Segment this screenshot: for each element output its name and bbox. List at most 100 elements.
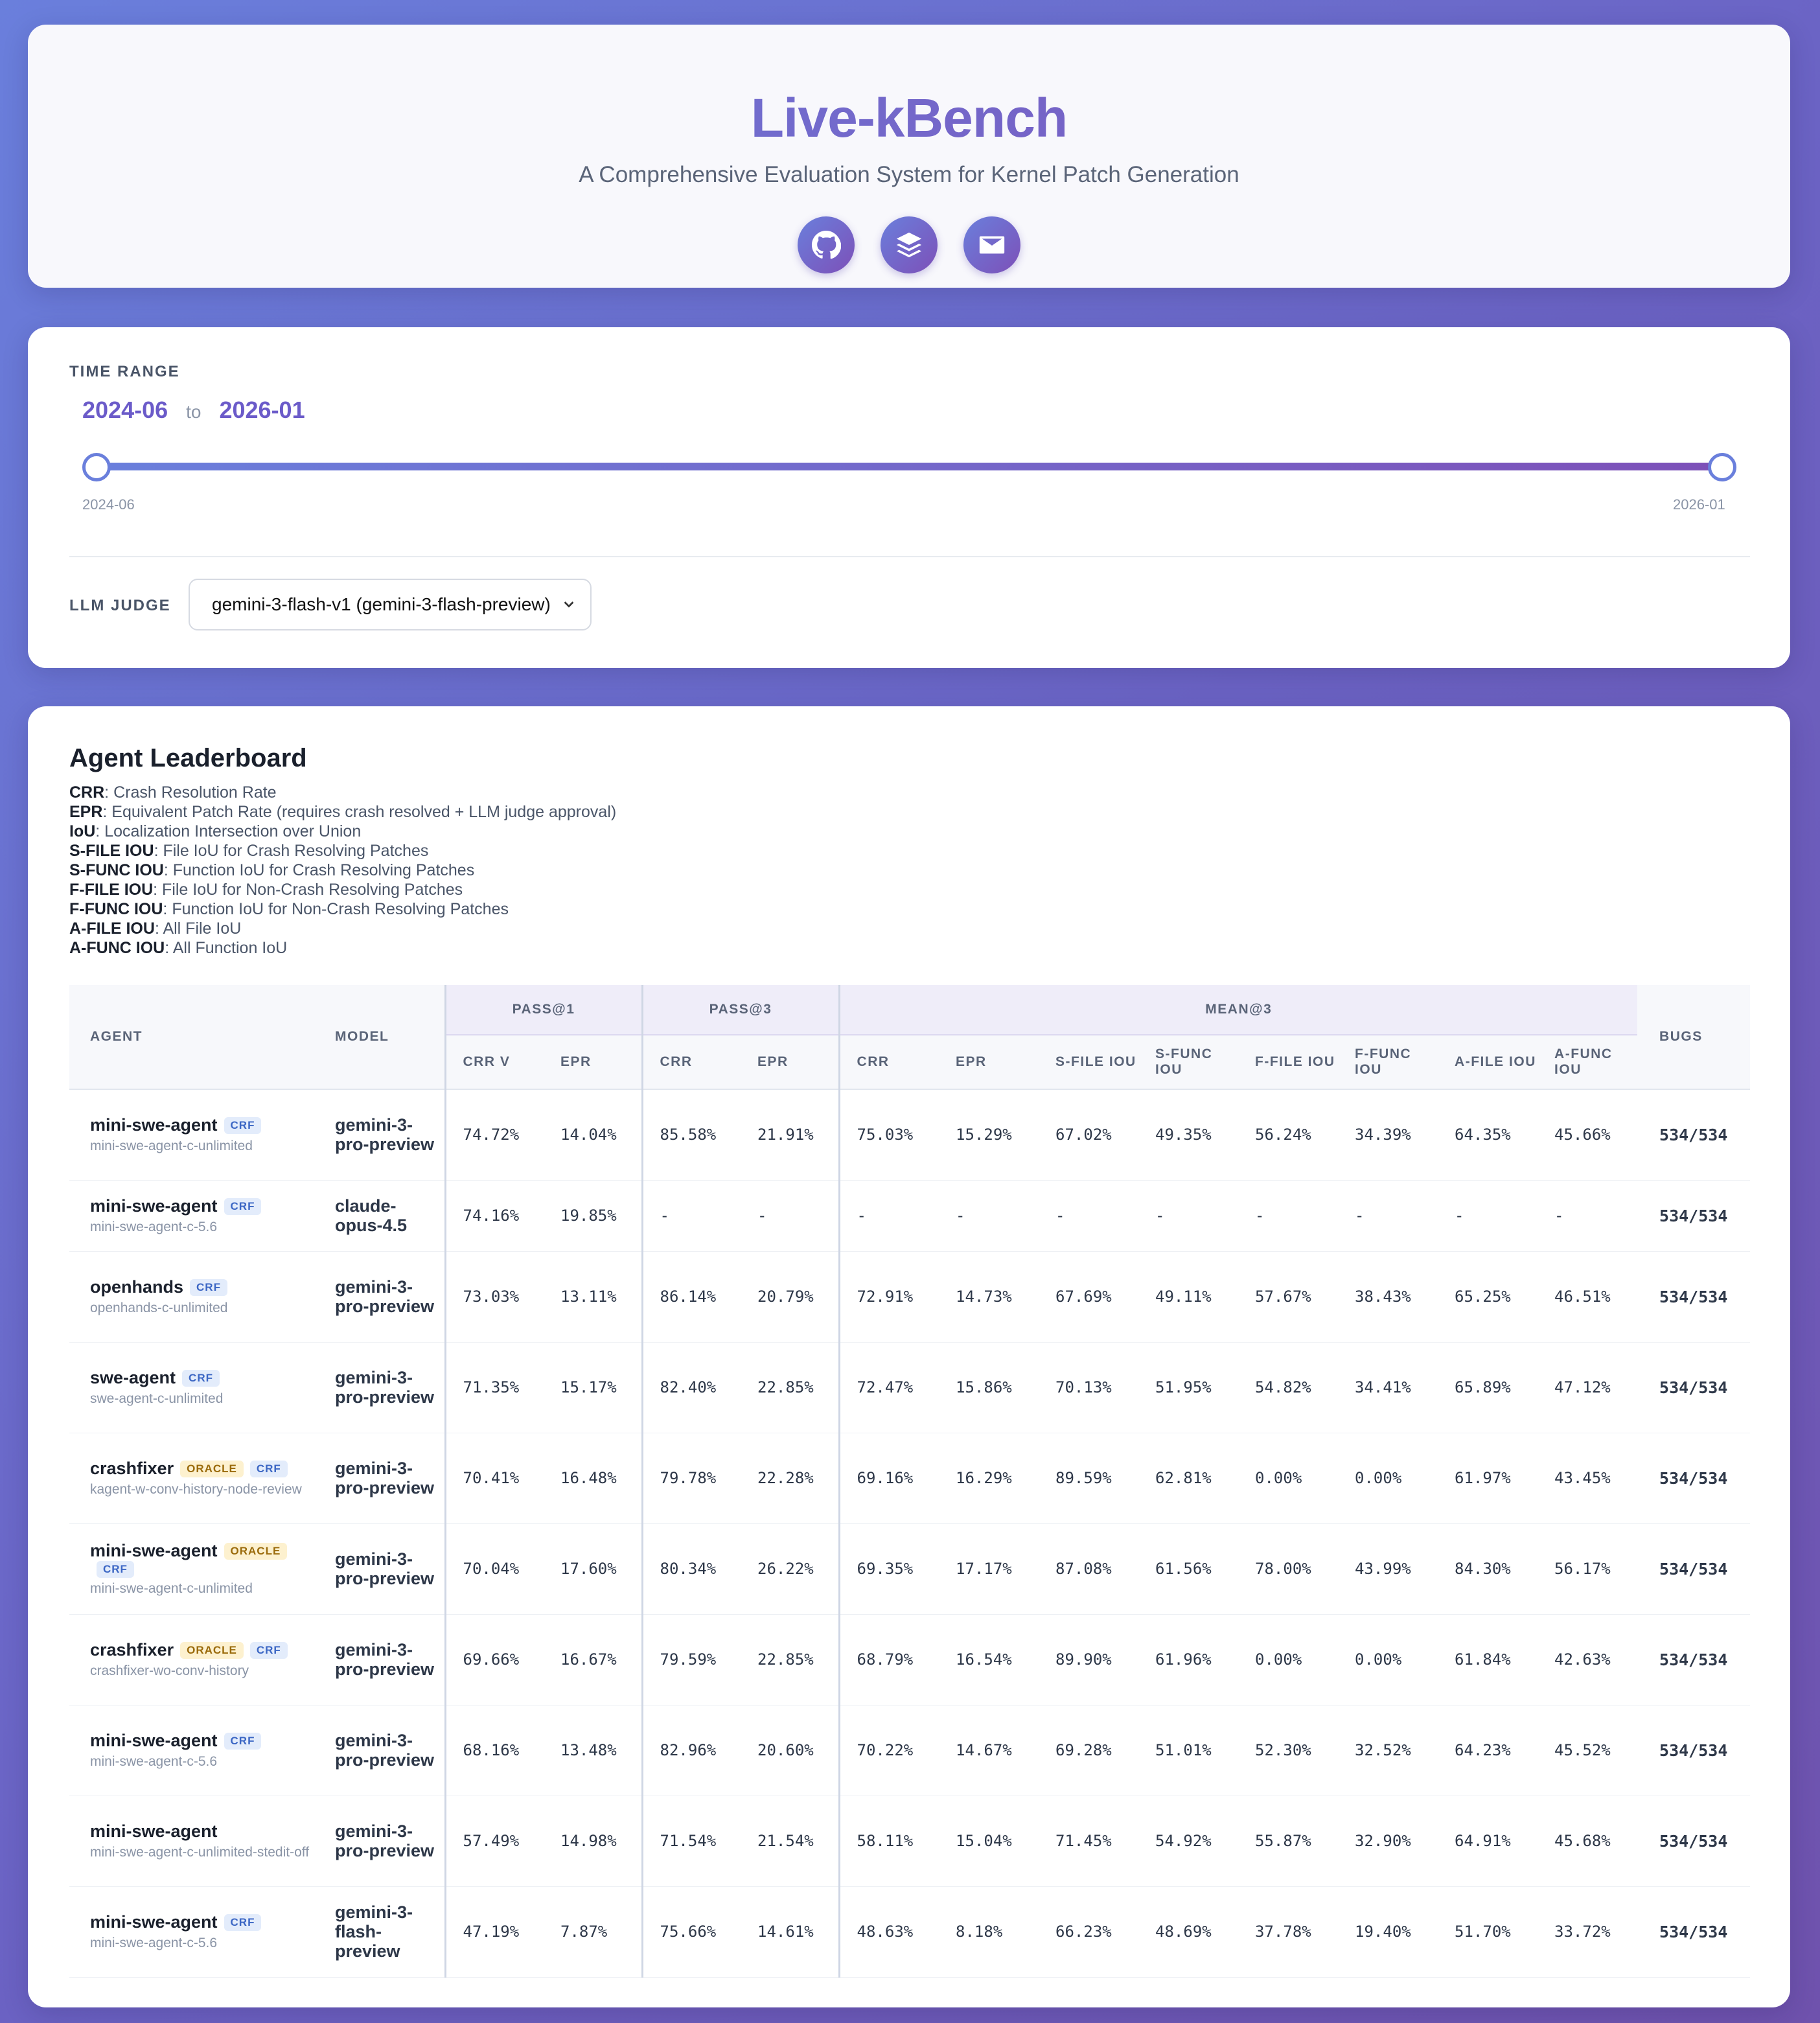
github-link-button[interactable] <box>798 216 855 273</box>
metric-cell: 87.08% <box>1039 1523 1139 1615</box>
model-cell: gemini-3-pro-preview <box>322 1342 445 1433</box>
metric-cell: 65.25% <box>1438 1251 1538 1343</box>
slider-min-tick: 2024-06 <box>82 496 135 513</box>
metric-cell: - <box>838 1180 939 1252</box>
agent-name: crashfixer <box>90 1458 174 1478</box>
col-mean3-1[interactable]: EPR <box>939 1035 1039 1090</box>
metric-cell: 38.43% <box>1338 1251 1438 1343</box>
metric-cell: 46.51% <box>1538 1251 1638 1343</box>
agent-cell: openhands CRF openhands-c-unlimited <box>69 1251 322 1343</box>
col-mean3-5[interactable]: F-FUNC IOU <box>1338 1035 1438 1090</box>
col-agent[interactable]: AGENT <box>69 985 322 1090</box>
llm-judge-selected-value: gemini-3-flash-v1 (gemini-3-flash-previe… <box>212 594 551 614</box>
metric-cell: 89.90% <box>1039 1614 1139 1705</box>
metric-cell: 64.91% <box>1438 1796 1538 1887</box>
table-row: mini-swe-agent CRF mini-swe-agent-c-5.6 gem… <box>69 1886 1751 1978</box>
metric-cell: - <box>1138 1180 1239 1252</box>
bugs-cell: 534/534 <box>1637 1251 1751 1343</box>
legend-item: S-FILE IOU: File IoU for Crash Resolving… <box>69 842 429 860</box>
crf-badge: CRF <box>182 1369 220 1387</box>
legend-item: F-FILE IOU: File IoU for Non-Crash Resol… <box>69 881 463 899</box>
model-cell: gemini-3-pro-preview <box>322 1705 445 1796</box>
table-row: swe-agent CRF swe-agent-c-unlimited gemini-… <box>69 1342 1751 1433</box>
metric-cell: 49.11% <box>1138 1251 1239 1343</box>
metric-cell: - <box>641 1180 741 1252</box>
email-link-button[interactable] <box>963 216 1020 273</box>
metric-cell: 61.96% <box>1138 1614 1239 1705</box>
col-pass3-1[interactable]: EPR <box>741 1035 840 1090</box>
col-pass1-1[interactable]: EPR <box>544 1035 643 1090</box>
metric-cell: 74.72% <box>444 1089 544 1181</box>
crf-badge: CRF <box>224 1913 262 1931</box>
agent-id: mini-swe-agent-c-5.6 <box>90 1219 218 1234</box>
col-pass1-0[interactable]: CRR V <box>444 1035 544 1090</box>
range-start-value: 2024-06 <box>82 397 168 423</box>
agent-name: mini-swe-agent <box>90 1730 218 1750</box>
metric-cell: 14.98% <box>544 1796 643 1887</box>
col-pass3-0[interactable]: CRR <box>641 1035 741 1090</box>
metric-cell: 75.03% <box>838 1089 939 1181</box>
dataset-link-button[interactable] <box>881 216 938 273</box>
agent-name: mini-swe-agent <box>90 1821 218 1841</box>
metric-cell: 15.04% <box>939 1796 1039 1887</box>
metric-cell: 69.66% <box>444 1614 544 1705</box>
group-mean3: MEAN@3 <box>838 985 1638 1035</box>
header-card: Live-kBench A Comprehensive Evaluation S… <box>28 25 1790 288</box>
col-mean3-6[interactable]: A-FILE IOU <box>1438 1035 1538 1090</box>
table-row: mini-swe-agent ORACLE CRF mini-swe-agent-c-… <box>69 1523 1751 1615</box>
crf-badge: CRF <box>190 1278 227 1296</box>
metric-cell: 71.54% <box>641 1796 741 1887</box>
header-links <box>28 216 1790 273</box>
agent-name: swe-agent <box>90 1367 176 1387</box>
bugs-cell: 534/534 <box>1637 1796 1751 1887</box>
col-mean3-2[interactable]: S-FILE IOU <box>1039 1035 1139 1090</box>
metric-cell: - <box>939 1180 1039 1252</box>
col-mean3-4[interactable]: F-FILE IOU <box>1238 1035 1339 1090</box>
slider-max-tick: 2026-01 <box>1673 496 1725 513</box>
metric-cell: 26.22% <box>741 1523 840 1615</box>
metric-cell: 62.81% <box>1138 1433 1239 1524</box>
col-mean3-0[interactable]: CRR <box>838 1035 939 1090</box>
metric-cell: 15.29% <box>939 1089 1039 1181</box>
metric-cell: 14.04% <box>544 1089 643 1181</box>
col-mean3-3[interactable]: S-FUNC IOU <box>1138 1035 1239 1090</box>
agent-cell: mini-swe-agent CRF mini-swe-agent-c-5.6 <box>69 1886 322 1978</box>
range-end-handle[interactable] <box>1708 453 1736 481</box>
metric-cell: 82.40% <box>641 1342 741 1433</box>
model-cell: gemini-3-pro-preview <box>322 1433 445 1524</box>
metric-cell: 65.89% <box>1438 1342 1538 1433</box>
metric-cell: 16.67% <box>544 1614 643 1705</box>
range-start-handle[interactable] <box>82 453 111 481</box>
chevron-down-icon <box>564 601 574 608</box>
model-cell: gemini-3-flash-preview <box>322 1886 445 1978</box>
metric-cell: - <box>1538 1180 1638 1252</box>
metric-cell: 16.48% <box>544 1433 643 1524</box>
llm-judge-select[interactable]: gemini-3-flash-v1 (gemini-3-flash-previe… <box>189 579 592 630</box>
crf-badge: CRF <box>97 1560 134 1578</box>
leaderboard-title: Agent Leaderboard <box>69 744 307 772</box>
metric-cell: - <box>1238 1180 1339 1252</box>
col-bugs[interactable]: BUGS <box>1637 985 1751 1090</box>
col-mean3-7[interactable]: A-FUNC IOU <box>1538 1035 1638 1090</box>
metric-cell: 34.41% <box>1338 1342 1438 1433</box>
metric-cell: 66.23% <box>1039 1886 1139 1978</box>
group-pass1: PASS@1 <box>444 985 643 1035</box>
metric-cell: 22.85% <box>741 1342 840 1433</box>
metric-cell: 56.24% <box>1238 1089 1339 1181</box>
metric-cell: 47.12% <box>1538 1342 1638 1433</box>
agent-name: crashfixer <box>90 1639 174 1659</box>
metric-cell: 14.73% <box>939 1251 1039 1343</box>
col-model[interactable]: MODEL <box>322 985 445 1090</box>
agent-id: mini-swe-agent-c-unlimited <box>90 1580 253 1596</box>
metric-cell: 14.61% <box>741 1886 840 1978</box>
metric-cell: 70.04% <box>444 1523 544 1615</box>
table-row: crashfixer ORACLE CRF crashfixer-wo-conv-hi… <box>69 1614 1751 1705</box>
metric-cell: 89.59% <box>1039 1433 1139 1524</box>
filter-divider <box>69 556 1750 557</box>
metric-cell: 55.87% <box>1238 1796 1339 1887</box>
bugs-cell: 534/534 <box>1637 1180 1751 1252</box>
metric-cell: 19.40% <box>1338 1886 1438 1978</box>
bugs-cell: 534/534 <box>1637 1342 1751 1433</box>
time-range-slider-track[interactable] <box>96 463 1722 470</box>
agent-cell: mini-swe-agent mini-swe-agent-c-unlimited… <box>69 1796 322 1887</box>
